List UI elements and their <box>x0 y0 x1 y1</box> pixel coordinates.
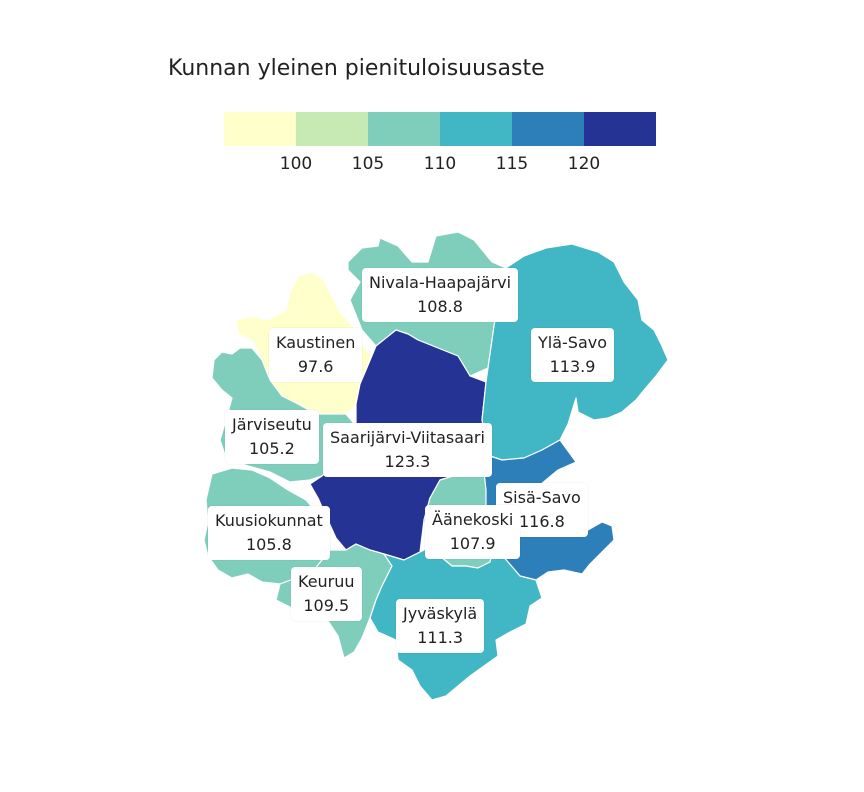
legend-tick-110: 110 <box>423 154 457 174</box>
label-aanekoski: Äänekoski 107.9 <box>425 505 521 559</box>
region-value: 105.8 <box>246 535 292 554</box>
region-value: 123.3 <box>384 452 431 471</box>
region-value: 97.6 <box>297 357 334 376</box>
region-value: 109.5 <box>303 596 350 615</box>
label-jyvaskyla: Jyväskylä 111.3 <box>396 599 485 653</box>
label-keuruu: Keuruu 109.5 <box>291 567 362 621</box>
legend-tick-105: 105 <box>351 154 385 174</box>
region-value: 111.3 <box>417 628 464 647</box>
legend-swatch-4 <box>440 112 512 146</box>
legend-swatch-1 <box>224 112 296 146</box>
region-value: 107.9 <box>449 534 496 553</box>
region-name: Järviseutu <box>232 415 312 434</box>
label-jarviseutu: Järviseutu 105.2 <box>225 410 319 464</box>
label-saarijarvi-viitasaari: Saarijärvi-Viitasaari 123.3 <box>323 423 492 477</box>
color-legend: 100 105 110 115 120 <box>224 112 656 192</box>
map-title: Kunnan yleinen pienituloisuusaste <box>168 56 545 81</box>
legend-swatch-3 <box>368 112 440 146</box>
region-value: 108.8 <box>417 297 463 316</box>
legend-swatch-6 <box>584 112 656 146</box>
region-name: Keuruu <box>298 572 355 591</box>
label-yla-savo: Ylä-Savo 113.9 <box>531 328 615 382</box>
region-value: 116.8 <box>518 512 565 531</box>
label-kaustinen: Kaustinen 97.6 <box>269 328 363 382</box>
region-name: Äänekoski <box>432 510 514 529</box>
label-kuusiokunnat: Kuusiokunnat 105.8 <box>208 506 330 560</box>
region-name: Saarijärvi-Viitasaari <box>330 428 485 447</box>
legend-tick-115: 115 <box>495 154 529 174</box>
region-name: Sisä-Savo <box>503 488 581 507</box>
label-sisa-savo: Sisä-Savo 116.8 <box>496 483 588 537</box>
legend-swatch-2 <box>296 112 368 146</box>
region-name: Jyväskylä <box>403 604 478 623</box>
region-name: Ylä-Savo <box>538 333 608 352</box>
region-name: Kuusiokunnat <box>215 511 323 530</box>
region-value: 113.9 <box>549 357 596 376</box>
region-name: Kaustinen <box>276 333 356 352</box>
region-value: 105.2 <box>248 439 295 458</box>
label-nivala-haapajarvi: Nivala-Haapajärvi 108.8 <box>362 268 519 322</box>
legend-tick-120: 120 <box>567 154 601 174</box>
legend-swatch-5 <box>512 112 584 146</box>
legend-tick-100: 100 <box>279 154 313 174</box>
region-name: Nivala-Haapajärvi <box>369 273 512 292</box>
